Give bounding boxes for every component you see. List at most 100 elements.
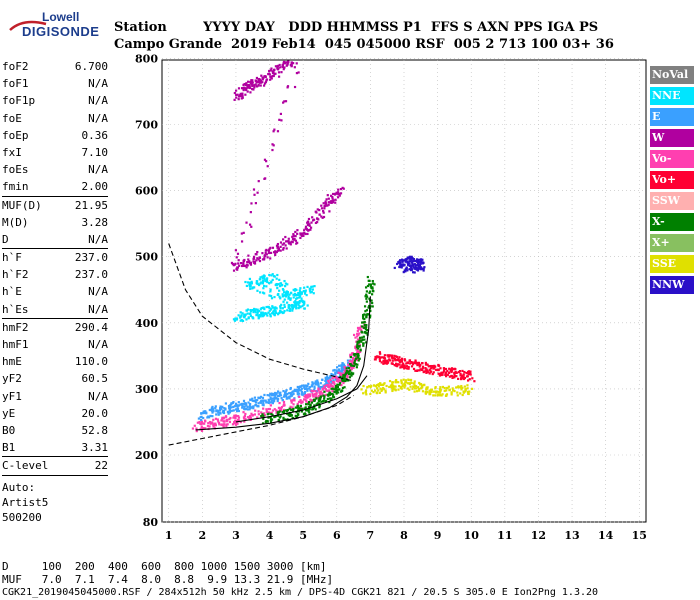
data-point [272,400,275,403]
data-point [251,397,254,400]
data-point [240,232,243,235]
data-point [415,258,419,261]
data-point [347,361,350,365]
data-point [237,262,240,265]
data-point [222,426,225,429]
data-point [341,367,345,370]
data-point [241,264,244,268]
data-point [280,284,283,287]
param-row: foE N/A [2,110,108,127]
data-point [336,383,339,386]
data-point [299,385,302,388]
data-point [254,79,257,82]
data-point [352,362,355,365]
data-point [329,378,332,381]
data-point [357,333,360,337]
data-point [343,365,346,369]
data-point [306,388,309,391]
data-point [378,351,381,354]
data-point [277,406,281,409]
data-point [291,235,294,238]
data-point [239,403,242,406]
data-point [244,280,247,284]
data-point [281,398,284,402]
data-point [419,262,422,265]
legend-item: Vo- [650,150,694,168]
data-point [271,273,274,276]
data-point [275,250,278,254]
param-row: foEs N/A [2,161,108,178]
data-point [329,385,332,388]
data-point [275,244,279,247]
data-point [305,400,308,403]
data-point [250,280,253,283]
data-point [331,387,334,390]
data-point [266,394,269,397]
data-point [298,392,301,395]
param-row: foF2 6.700 [2,58,108,75]
data-point [450,391,453,394]
data-point [369,290,372,293]
data-point [299,407,302,411]
data-point [356,349,359,353]
param-separator [2,317,108,319]
data-point [200,425,203,428]
data-point [333,388,336,391]
data-point [269,315,272,318]
data-point [276,390,280,393]
data-point [321,378,324,381]
logo-swoosh-icon [9,20,47,31]
data-point [379,383,383,387]
data-point [242,264,245,267]
param-row: h`F 237.0 [2,249,108,266]
data-point [394,364,398,367]
data-point [244,402,248,405]
data-point [282,311,285,314]
data-point [391,383,394,386]
data-point [312,399,316,402]
data-point [399,262,402,266]
data-point [421,261,424,264]
data-point [234,420,237,423]
data-point [437,372,440,375]
data-point [272,313,276,316]
data-point [252,188,256,191]
data-point [405,367,409,370]
data-point [259,395,263,398]
data-point [309,287,312,290]
data-point [345,379,349,382]
data-point [258,78,262,81]
data-point [299,293,302,296]
data-point [277,283,280,286]
data-point [371,279,374,283]
data-point [279,394,282,397]
x-tick-label: 13 [564,529,579,542]
data-point [254,401,258,404]
data-point [241,95,244,98]
data-point [302,234,305,237]
data-point [400,379,403,382]
data-point [256,257,259,260]
data-point [440,373,443,377]
data-point [283,418,286,421]
data-point [359,328,363,331]
data-point [241,96,244,99]
data-point [315,390,319,393]
data-point [276,273,279,277]
data-point [308,411,311,414]
data-point [295,62,298,65]
data-point [335,375,338,378]
data-point [273,308,276,311]
data-point [327,203,330,206]
data-point [213,424,216,427]
data-point [254,308,258,311]
data-point [292,305,295,309]
data-point [303,307,306,310]
data-point [300,401,303,405]
data-point [444,367,448,371]
data-point [259,308,262,311]
data-point [406,263,410,266]
data-point [267,281,271,285]
data-point [369,283,373,286]
param-value: 21.95 [74,198,108,212]
